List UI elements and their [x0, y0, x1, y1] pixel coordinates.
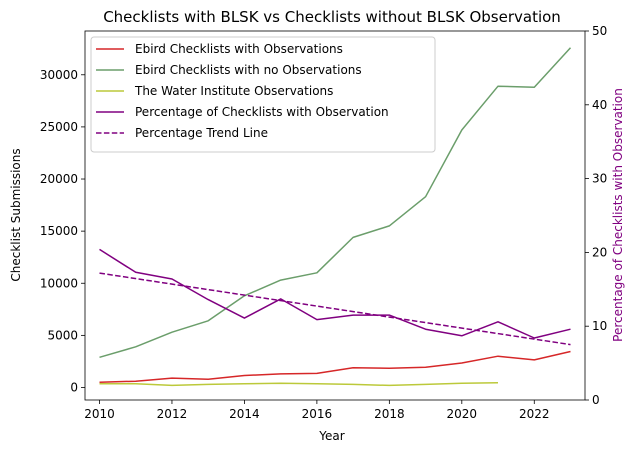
x-tick-label: 2014: [229, 407, 260, 421]
y-tick-label: 30000: [40, 68, 78, 82]
y2-tick-label: 40: [592, 98, 607, 112]
legend-label: The Water Institute Observations: [134, 84, 333, 98]
x-tick-label: 2020: [447, 407, 478, 421]
y2-tick-label: 0: [592, 393, 600, 407]
y2-tick-label: 20: [592, 245, 607, 259]
y-tick-label: 20000: [40, 172, 78, 186]
y-axis-label: Checklist Submissions: [9, 148, 23, 281]
series-line-1: [99, 350, 571, 384]
x-tick-label: 2018: [374, 407, 405, 421]
y-tick-label: 15000: [40, 224, 78, 238]
plot-area: 2010 2012 2014 2016 2018 2020 2022050001000015…: [40, 24, 607, 421]
chart-title: Checklists with BLSK vs Checklists witho…: [103, 8, 561, 26]
y-tick-label: 0: [70, 380, 78, 394]
y-tick-label: 25000: [40, 120, 78, 134]
y2-tick-label: 50: [592, 24, 607, 38]
series-line-2: [99, 47, 572, 359]
legend-box: [90, 36, 436, 153]
y-tick-label: 10000: [40, 276, 78, 290]
legend-label: Ebird Checklists with Observations: [135, 42, 343, 56]
x-tick-label: 2022: [519, 407, 550, 421]
legend-label: Ebird Checklists with no Observations: [135, 63, 362, 77]
y2-axis-label: Percentage of Checklists with Observatio…: [611, 88, 625, 342]
x-tick-label: 2010: [84, 407, 115, 421]
x-tick-label: 2016: [302, 407, 333, 421]
series-line-4: [99, 248, 571, 339]
y-tick-label: 5000: [47, 328, 78, 342]
series-line-5: [99, 272, 571, 346]
legend-label: Percentage of Checklists with Observatio…: [135, 105, 389, 119]
y2-tick-label: 30: [592, 172, 607, 186]
series-line-3: [99, 382, 499, 387]
axes-frame: [84, 30, 586, 401]
x-axis-label: Year: [318, 429, 344, 443]
legend: Ebird Checklists with Observations Ebird …: [90, 36, 436, 153]
y2-tick-label: 10: [592, 319, 607, 333]
legend-label: Percentage Trend Line: [135, 126, 268, 140]
x-tick-label: 2012: [157, 407, 188, 421]
